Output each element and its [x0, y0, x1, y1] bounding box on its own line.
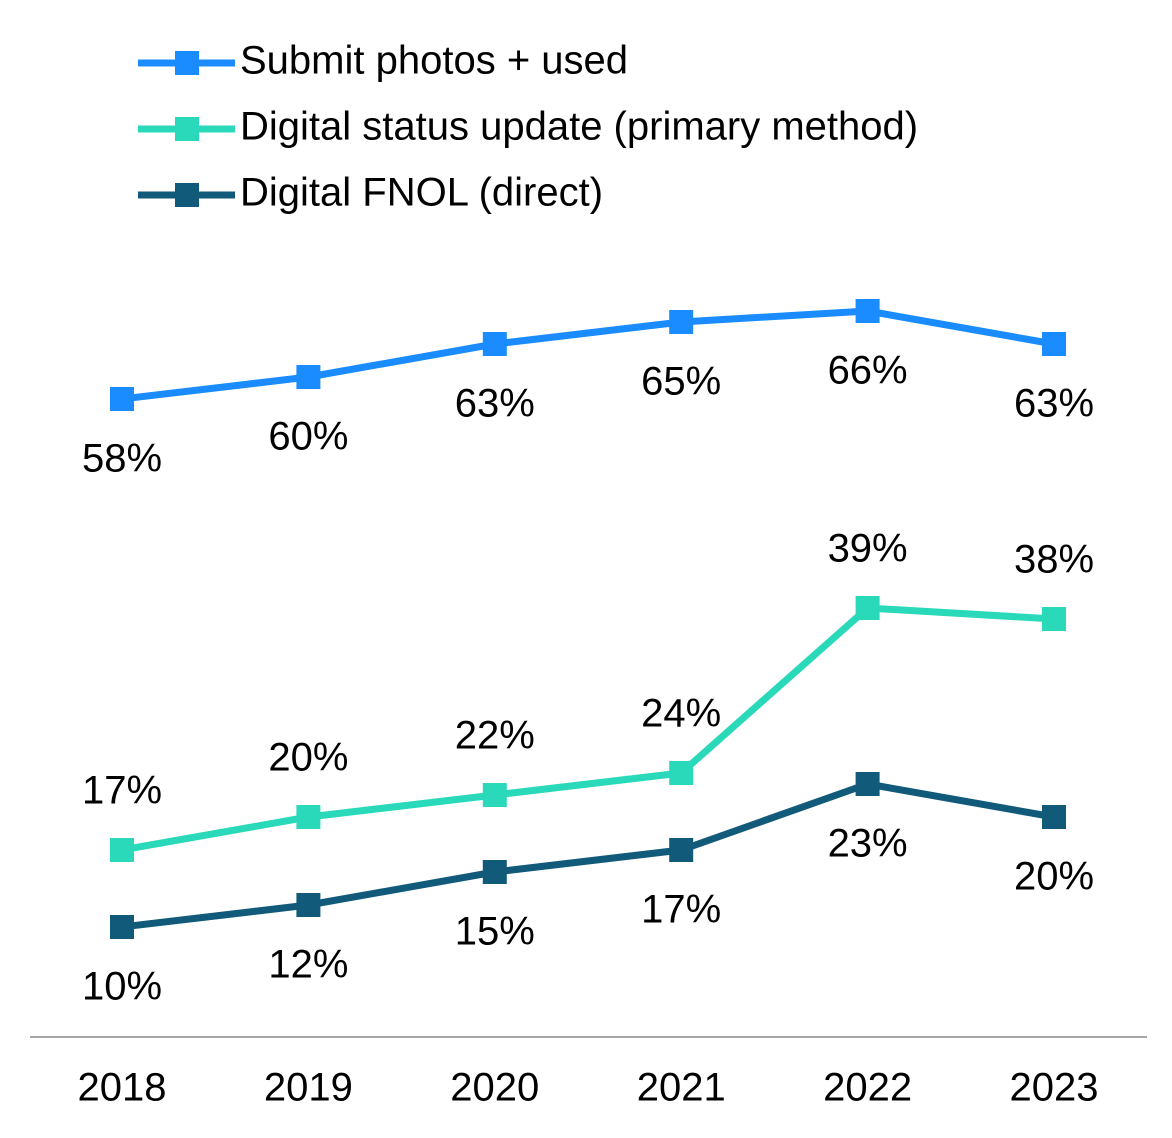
x-tick-label: 2022	[823, 1066, 912, 1110]
data-label: 66%	[828, 349, 908, 393]
data-label: 60%	[268, 415, 348, 459]
data-label: 17%	[641, 888, 721, 932]
data-label: 12%	[268, 943, 348, 987]
data-label: 20%	[1014, 855, 1094, 899]
data-label: 63%	[455, 382, 535, 426]
series-line	[121, 604, 1055, 854]
point-marker	[1042, 332, 1066, 356]
point-marker	[296, 365, 321, 389]
data-label: 65%	[641, 360, 721, 404]
legend-label: Digital FNOL (direct)	[240, 171, 603, 215]
data-label: 23%	[828, 822, 908, 866]
data-label: 17%	[82, 769, 162, 813]
x-tick-label: 2020	[450, 1066, 539, 1110]
x-tick-label: 2019	[264, 1066, 353, 1110]
series-line	[121, 307, 1055, 403]
point-marker	[482, 860, 507, 884]
data-label: 24%	[641, 692, 721, 736]
series-line	[121, 780, 1055, 931]
point-marker	[110, 915, 134, 939]
point-marker	[110, 387, 134, 411]
x-tick-label: 2018	[78, 1066, 167, 1110]
point-marker	[855, 772, 880, 796]
point-marker	[110, 838, 134, 862]
point-marker	[482, 783, 507, 807]
data-label: 39%	[828, 527, 908, 571]
legend-label: Submit photos + used	[240, 39, 628, 83]
point-marker	[669, 761, 694, 785]
x-tick-label: 2021	[637, 1066, 726, 1110]
point-marker	[296, 805, 321, 829]
point-marker	[855, 596, 880, 620]
data-label: 15%	[455, 910, 535, 954]
data-label: 20%	[268, 736, 348, 780]
legend-marker	[175, 117, 199, 141]
legend-marker	[175, 51, 199, 75]
point-marker	[669, 838, 694, 862]
point-marker	[296, 893, 321, 917]
point-marker	[482, 332, 507, 356]
point-marker	[1042, 805, 1066, 829]
data-label: 63%	[1014, 382, 1094, 426]
data-label: 58%	[82, 437, 162, 481]
point-marker	[669, 310, 694, 334]
point-marker	[855, 299, 880, 323]
x-tick-label: 2023	[1010, 1066, 1099, 1110]
point-marker	[1042, 607, 1066, 631]
data-label: 10%	[82, 965, 162, 1009]
data-label: 38%	[1014, 538, 1094, 582]
legend-marker	[175, 183, 199, 207]
data-label: 22%	[455, 714, 535, 758]
legend-label: Digital status update (primary method)	[240, 105, 918, 149]
